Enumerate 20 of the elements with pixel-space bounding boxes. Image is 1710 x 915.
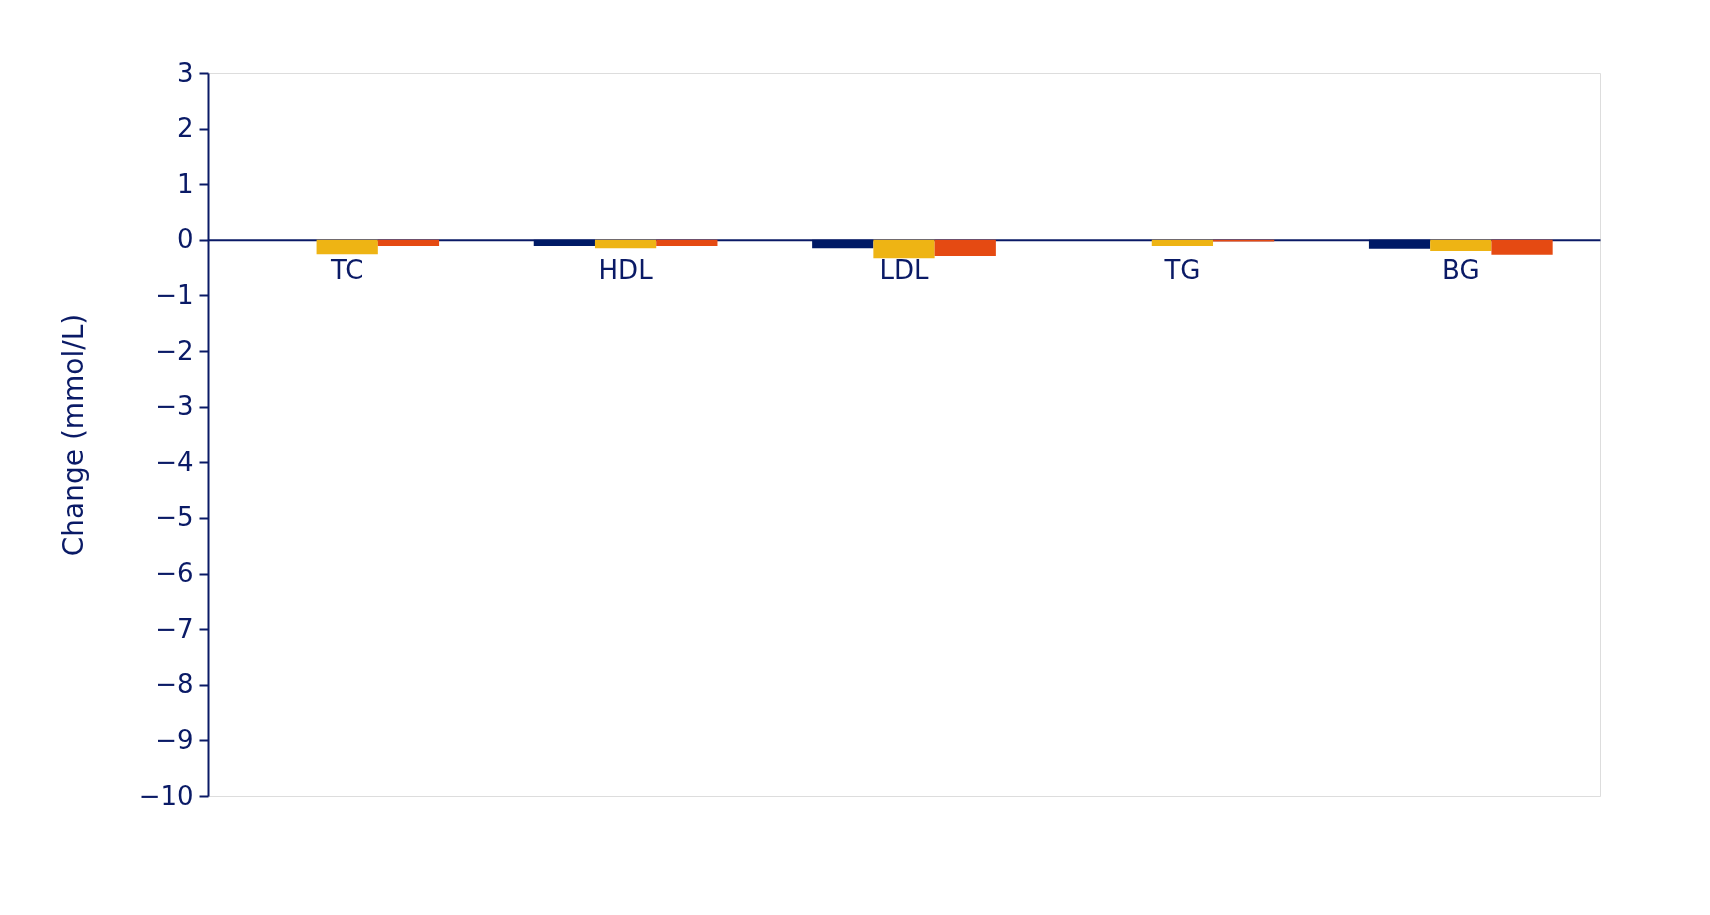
y-tick-label: −8 [155, 669, 194, 700]
y-tick-label: −4 [155, 446, 194, 477]
y-tick-label: 0 [176, 224, 194, 255]
y-tick-label: −3 [155, 391, 194, 422]
y-tick-label: −9 [155, 724, 194, 755]
y-tick-label: −7 [155, 613, 194, 644]
x-tick-label: BG [1442, 255, 1480, 286]
y-tick-label: −1 [155, 279, 194, 310]
x-tick-label: HDL [598, 255, 654, 286]
y-tick-label: −10 [138, 780, 194, 811]
y-tick-label: −5 [155, 502, 194, 533]
y-tick-label: 1 [176, 168, 194, 199]
y-axis-title: Change (mmol/L) [56, 313, 90, 557]
y-tick-label: 2 [176, 113, 194, 144]
y-tick-label: 3 [176, 57, 194, 88]
y-tick-label: −2 [155, 335, 194, 366]
x-tick-label: TG [1163, 255, 1201, 286]
y-tick-label: −6 [155, 558, 194, 589]
x-tick-label: TC [329, 255, 364, 286]
x-tick-label: LDL [879, 255, 930, 286]
